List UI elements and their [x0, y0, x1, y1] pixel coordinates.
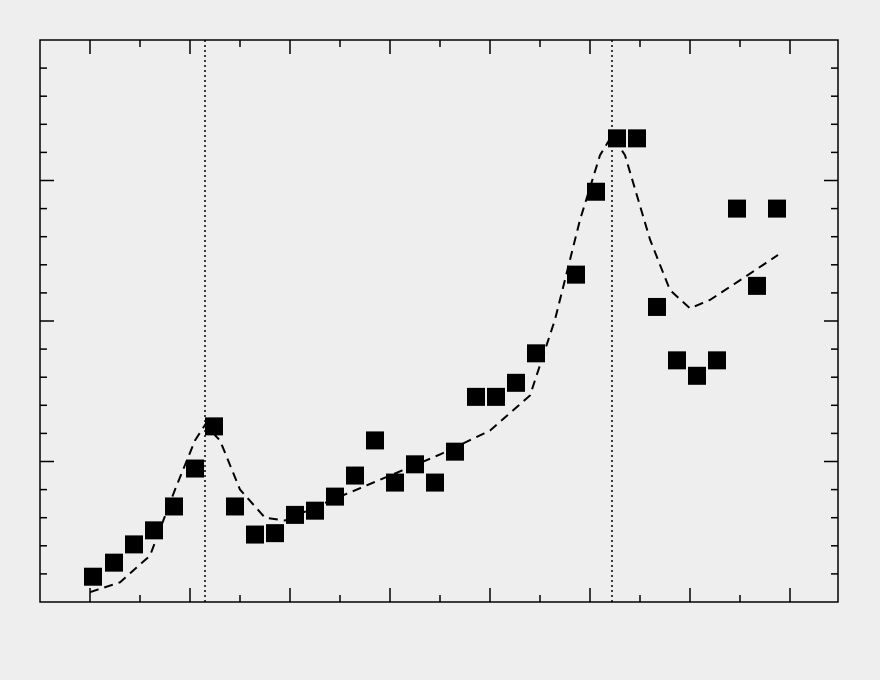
marker	[507, 373, 525, 392]
marker	[226, 497, 244, 516]
marker	[346, 466, 364, 485]
marker	[487, 387, 505, 406]
marker	[246, 525, 264, 544]
marker	[366, 431, 384, 450]
marker	[105, 553, 123, 572]
marker	[748, 276, 766, 295]
marker	[608, 129, 626, 148]
marker	[708, 351, 726, 370]
marker	[768, 199, 786, 218]
marker	[125, 535, 143, 554]
marker	[84, 567, 102, 586]
marker	[467, 387, 485, 406]
marker	[587, 182, 605, 201]
marker	[306, 501, 324, 520]
marker	[266, 524, 284, 543]
marker	[205, 417, 223, 436]
marker	[145, 521, 163, 540]
plot-frame	[39, 39, 839, 603]
marker	[567, 265, 585, 284]
fit-line	[89, 133, 779, 594]
marker	[527, 344, 545, 363]
marker	[648, 297, 666, 316]
marker	[728, 199, 746, 218]
marker	[286, 505, 304, 524]
marker	[386, 473, 404, 492]
marker	[688, 366, 706, 385]
marker	[186, 459, 204, 478]
marker	[628, 129, 646, 148]
marker	[668, 351, 686, 370]
marker	[426, 473, 444, 492]
marker	[446, 442, 464, 461]
